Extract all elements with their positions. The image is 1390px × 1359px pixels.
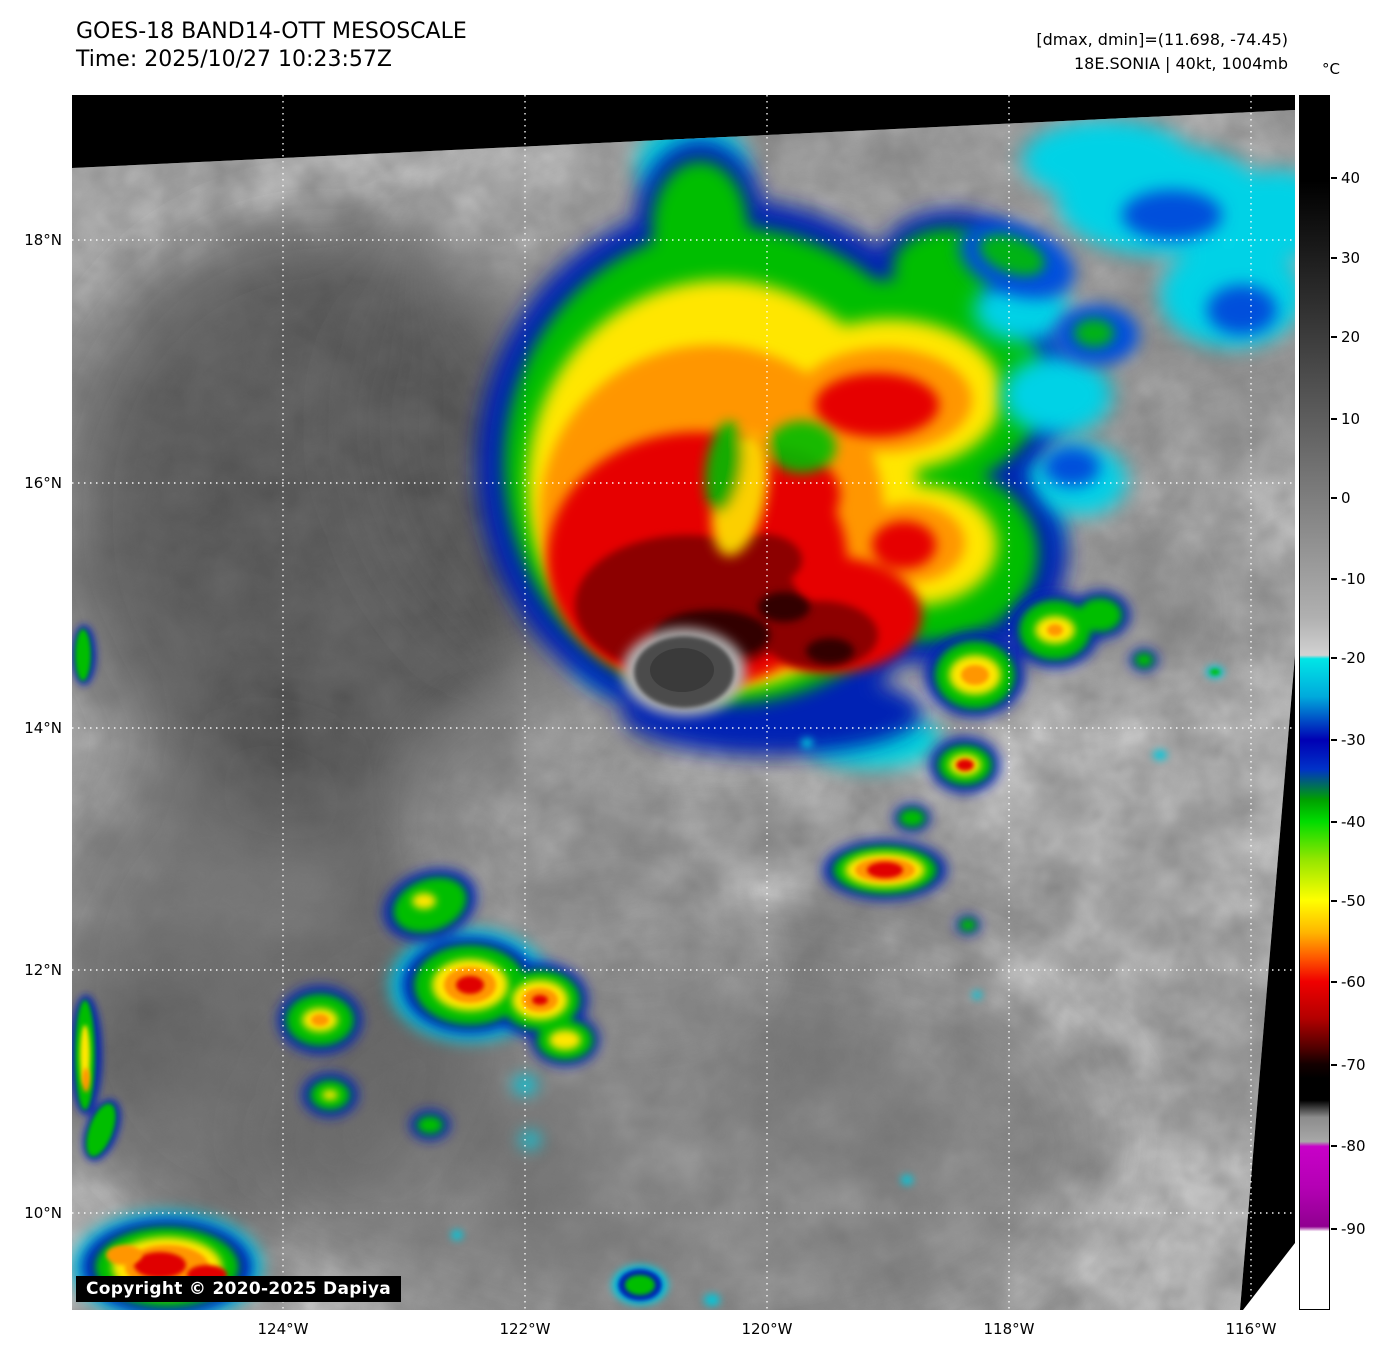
- colorbar-tick-label: 0: [1331, 489, 1351, 507]
- colorbar-tick-label: 30: [1331, 249, 1360, 267]
- colorbar: [1299, 95, 1330, 1310]
- data-range-label: [dmax, dmin]=(11.698, -74.45): [1036, 30, 1288, 49]
- copyright-label: Copyright © 2020-2025 Dapiya: [76, 1276, 401, 1302]
- latitude-label: 16°N: [24, 474, 62, 492]
- colorbar-tick-label: -70: [1331, 1056, 1366, 1074]
- colorbar-tick-label: -90: [1331, 1220, 1366, 1238]
- longitude-label: 120°W: [741, 1320, 793, 1338]
- header-left: GOES-18 BAND14-OTT MESOSCALE Time: 2025/…: [76, 18, 467, 74]
- ne-cloud-band: [959, 120, 1295, 515]
- colorbar-tick-label: 20: [1331, 328, 1360, 346]
- storm-info-label: 18E.SONIA | 40kt, 1004mb: [1073, 54, 1288, 73]
- west-edge-cells: [72, 625, 121, 1161]
- data-swath: [72, 110, 1295, 1310]
- product-title: GOES-18 BAND14-OTT MESOSCALE: [76, 19, 467, 44]
- latitude-label: 12°N: [24, 961, 62, 979]
- colorbar-tick-label: -60: [1331, 973, 1366, 991]
- longitude-label: 116°W: [1225, 1320, 1277, 1338]
- graticule: [72, 95, 1295, 1310]
- colorbar-tick-label: 40: [1331, 169, 1360, 187]
- satellite-image: [72, 95, 1295, 1310]
- satellite-map: Copyright © 2020-2025 Dapiya: [72, 95, 1295, 1310]
- latitude-labels: 18°N 16°N 14°N 12°N 10°N: [0, 95, 66, 1310]
- colorbar-unit-label: °C: [1322, 60, 1340, 78]
- latitude-label: 10°N: [24, 1204, 62, 1222]
- colorbar-tick-label: -30: [1331, 731, 1366, 749]
- longitude-label: 124°W: [257, 1320, 309, 1338]
- colorbar-tick-label: -80: [1331, 1137, 1366, 1155]
- product-time: Time: 2025/10/27 10:23:57Z: [76, 47, 392, 72]
- header-right: [dmax, dmin]=(11.698, -74.45) 18E.SONIA …: [1036, 28, 1288, 76]
- scattered-specks: [451, 666, 1224, 1306]
- sw-convective-cluster: [278, 869, 599, 1148]
- longitude-labels: 124°W 122°W 120°W 118°W 116°W: [72, 1316, 1295, 1346]
- colorbar-tick-label: -10: [1331, 570, 1366, 588]
- longitude-label: 118°W: [983, 1320, 1035, 1338]
- se-convective-cells: [823, 591, 1158, 934]
- colorbar-tick-label: -20: [1331, 649, 1366, 667]
- no-data-white-corner: [1243, 1243, 1295, 1310]
- colorbar-tick-label: 10: [1331, 410, 1360, 428]
- warm-spot: [622, 628, 746, 716]
- colorbar-tick-label: -50: [1331, 892, 1366, 910]
- longitude-label: 122°W: [499, 1320, 551, 1338]
- colorbar-tick-label: -40: [1331, 813, 1366, 831]
- colorbar-ticks: 40 30 20 10 0 -10 -20 -30 -40 -50 -60 -70 -80 -90: [1331, 95, 1387, 1310]
- main-storm: [477, 120, 1072, 768]
- storm-center-mottling: [705, 421, 836, 556]
- latitude-label: 18°N: [24, 231, 62, 249]
- latitude-label: 14°N: [24, 719, 62, 737]
